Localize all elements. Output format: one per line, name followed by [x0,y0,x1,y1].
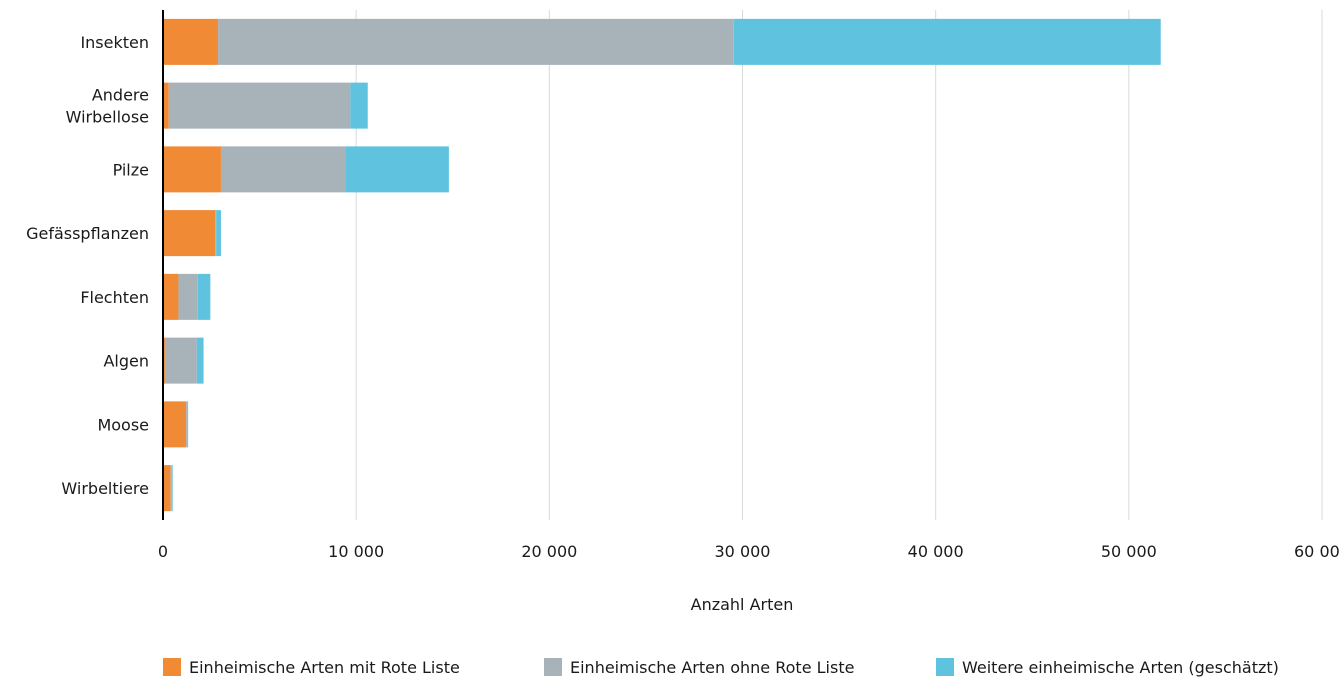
x-tick-label: 60 000 [1294,542,1340,561]
legend-item: Einheimische Arten ohne Rote Liste [544,654,854,680]
category-label: Insekten [80,33,149,52]
legend-item: Einheimische Arten mit Rote Liste [163,654,460,680]
x-tick-label: 20 000 [521,542,577,561]
bar-segment [220,146,346,193]
bar-segment [196,337,204,384]
category-label: Pilze [113,160,149,179]
bar-segment [163,273,179,320]
bar-segment [163,146,221,193]
bar-segment [163,18,219,65]
legend-item: Weitere einheimische Arten (geschätzt) [936,654,1279,680]
category-label: Flechten [80,288,149,307]
x-tick-label: 10 000 [328,542,384,561]
bar-segment [733,18,1161,65]
category-label: Gefässpflanzen [26,224,149,243]
bar-segment [186,401,188,448]
x-tick-label: 0 [158,542,168,561]
bar-segment [215,210,217,257]
bar-segment [163,465,171,512]
bar-segment [197,273,211,320]
chart-svg: Insekten Andere Wirbellose Pilze Gefässpflan… [26,10,1340,614]
x-tick-label: 30 000 [715,542,771,561]
legend: Einheimische Arten mit Rote Liste Einheim… [0,654,1340,680]
x-tick-label: 50 000 [1101,542,1157,561]
x-tick-label: 40 000 [908,542,964,561]
bar-segment [187,401,189,448]
bar-segment [163,401,187,448]
bar-segment [218,18,734,65]
x-tick-labels: 0 10 000 20 000 30 000 40 000 50 000 60 000 [158,542,1340,561]
category-label: Moose [97,415,149,434]
legend-label: Weitere einheimische Arten (geschätzt) [962,657,1279,677]
legend-swatch [544,658,562,676]
category-label: Wirbeltiere [61,479,149,498]
category-label: Andere Wirbellose [66,86,149,127]
legend-label: Einheimische Arten mit Rote Liste [189,657,460,677]
x-axis-title: Anzahl Arten [691,595,794,614]
bar-segment [216,210,221,257]
grid-layer [355,10,1323,520]
bars-layer [163,18,1161,512]
legend-swatch [163,658,181,676]
category-labels: Insekten Andere Wirbellose Pilze Gefässpflan… [26,33,149,498]
category-label-line: Andere [92,86,149,105]
bar-segment [168,82,351,129]
bar-segment [345,146,449,193]
bar-segment [163,210,216,257]
legend-label: Einheimische Arten ohne Rote Liste [570,657,855,677]
category-label-line: Wirbellose [66,108,149,127]
bar-segment [350,82,368,129]
bar-segment [170,465,172,512]
bar-segment [163,82,169,129]
legend-swatch [936,658,954,676]
bar-segment [178,273,198,320]
bar-segment [171,465,173,512]
category-label: Algen [103,352,149,371]
bar-segment [164,337,197,384]
